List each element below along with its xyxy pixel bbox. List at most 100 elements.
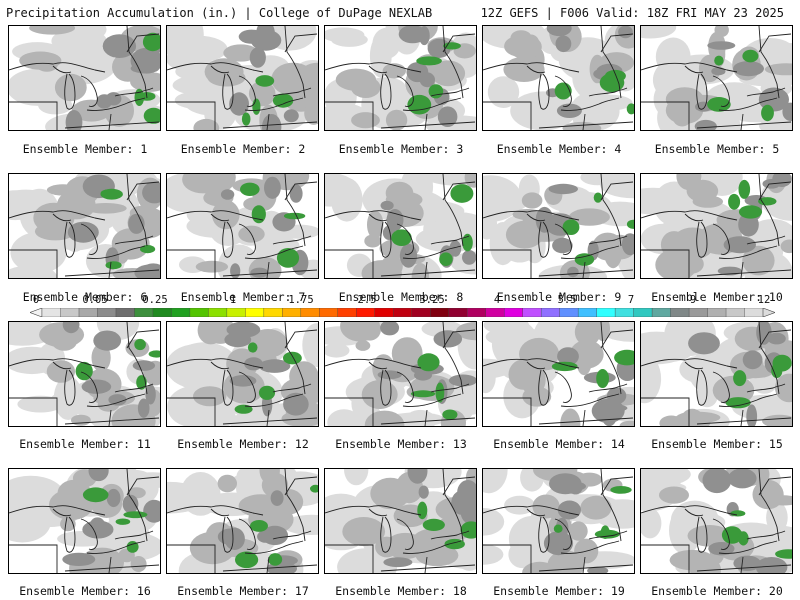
colorbar-tick-label: 4	[493, 294, 501, 306]
colorbar-tick-label: 0.05	[82, 294, 108, 306]
precip-map	[641, 26, 792, 130]
colorbar-swatch	[78, 308, 98, 317]
model-valid-time: 12Z GEFS | F006 Valid: 18Z FRI MAY 23 20…	[480, 6, 784, 20]
colorbar-swatch	[152, 308, 172, 317]
ensemble-member-label-16: Ensemble Member: 16	[19, 584, 151, 598]
colorbar-tick-label: 7	[627, 294, 635, 306]
colorbar-swatch	[651, 308, 672, 317]
colorbar-swatch	[725, 308, 746, 317]
colorbar-tick-label: 12	[757, 294, 771, 306]
ensemble-member-map-15	[640, 321, 793, 427]
colorbar-swatch	[522, 308, 542, 317]
ensemble-member-map-5	[640, 25, 793, 131]
colorbar-swatch	[670, 308, 690, 317]
ensemble-member-map-6	[8, 173, 161, 279]
colorbar-swatch	[559, 308, 579, 317]
colorbar-swatch	[374, 308, 394, 317]
colorbar-swatch	[448, 308, 468, 317]
precip-map	[9, 26, 160, 130]
ensemble-member-label-1: Ensemble Member: 1	[22, 142, 148, 156]
precip-map	[325, 174, 476, 278]
ensemble-member-label-4: Ensemble Member: 4	[496, 142, 622, 156]
colorbar-tick-label: 2.5	[357, 294, 377, 306]
precip-map	[167, 26, 318, 130]
colorbar-swatch	[411, 308, 431, 317]
colorbar-swatch	[540, 308, 561, 317]
colorbar-bar	[30, 308, 775, 317]
ensemble-member-map-19	[482, 468, 635, 574]
precip-map	[9, 322, 160, 426]
ensemble-member-map-9	[482, 173, 635, 279]
ensemble-member-map-14	[482, 321, 635, 427]
colorbar-swatch	[707, 308, 727, 317]
precip-map	[9, 174, 160, 278]
precip-map	[483, 174, 634, 278]
colorbar-tick-label: 1.75	[288, 294, 314, 306]
precip-map	[641, 469, 792, 573]
colorbar-swatch	[596, 308, 616, 317]
precip-map	[325, 26, 476, 130]
colorbar-swatch	[115, 308, 135, 317]
colorbar-swatch	[337, 308, 357, 317]
colorbar-swatch	[633, 308, 653, 317]
ensemble-member-label-10: Ensemble Member: 10	[651, 290, 783, 304]
precip-map	[641, 174, 792, 278]
colorbar-swatch	[189, 308, 209, 317]
colorbar-swatch	[688, 308, 709, 317]
precip-map	[167, 469, 318, 573]
precip-map	[167, 174, 318, 278]
ensemble-member-label-12: Ensemble Member: 12	[177, 437, 309, 451]
colorbar-tick-label: 0	[32, 294, 40, 306]
ensemble-member-label-2: Ensemble Member: 2	[180, 142, 306, 156]
colorbar-tick-label: 5.5	[557, 294, 577, 306]
precip-map	[483, 469, 634, 573]
precip-map	[325, 469, 476, 573]
ensemble-member-map-3	[324, 25, 477, 131]
colorbar-swatch	[41, 308, 61, 317]
precip-map	[325, 322, 476, 426]
ensemble-member-label-18: Ensemble Member: 18	[335, 584, 467, 598]
colorbar-swatch	[467, 308, 487, 317]
colorbar-tick-label: 3.25	[419, 294, 445, 306]
colorbar-swatch	[60, 308, 80, 317]
precip-colorbar: 0 0.05 0.25 1 1.75 2.5 3.25 4 5.5 7 9 12	[20, 294, 785, 320]
precip-map	[483, 322, 634, 426]
ensemble-member-map-7	[166, 173, 319, 279]
ensemble-member-map-12	[166, 321, 319, 427]
ensemble-member-map-10	[640, 173, 793, 279]
chart-title: Precipitation Accumulation (in.) | Colle…	[6, 6, 433, 20]
colorbar-swatch	[282, 308, 302, 317]
colorbar-swatch	[356, 308, 376, 317]
precip-map	[483, 26, 634, 130]
ensemble-member-label-9: Ensemble Member: 9	[496, 290, 622, 304]
precip-map	[9, 469, 160, 573]
colorbar-swatch	[208, 308, 228, 317]
ensemble-member-map-16	[8, 468, 161, 574]
ensemble-member-map-8	[324, 173, 477, 279]
ensemble-member-label-20: Ensemble Member: 20	[651, 584, 783, 598]
colorbar-swatch	[226, 308, 246, 317]
colorbar-swatch	[503, 308, 524, 317]
ensemble-member-label-13: Ensemble Member: 13	[335, 437, 467, 451]
colorbar-tick-label: 9	[689, 294, 697, 306]
ensemble-member-label-6: Ensemble Member: 6	[22, 290, 148, 304]
colorbar-swatch	[319, 308, 339, 317]
colorbar-tick-label: 1	[229, 294, 237, 306]
colorbar-swatch	[744, 308, 764, 317]
colorbar-swatch	[577, 308, 598, 317]
colorbar-swatch	[300, 308, 320, 317]
colorbar-swatch	[393, 308, 413, 317]
ensemble-member-map-13	[324, 321, 477, 427]
colorbar-swatch	[485, 308, 505, 317]
colorbar-swatch	[97, 308, 117, 317]
colorbar-min-arrow	[30, 308, 43, 317]
colorbar-swatch	[171, 308, 191, 317]
ensemble-member-map-18	[324, 468, 477, 574]
colorbar-tick-label: 0.25	[142, 294, 168, 306]
ensemble-member-map-11	[8, 321, 161, 427]
ensemble-member-map-1	[8, 25, 161, 131]
ensemble-member-label-11: Ensemble Member: 11	[19, 437, 151, 451]
ensemble-member-label-19: Ensemble Member: 19	[493, 584, 625, 598]
precip-map	[167, 322, 318, 426]
